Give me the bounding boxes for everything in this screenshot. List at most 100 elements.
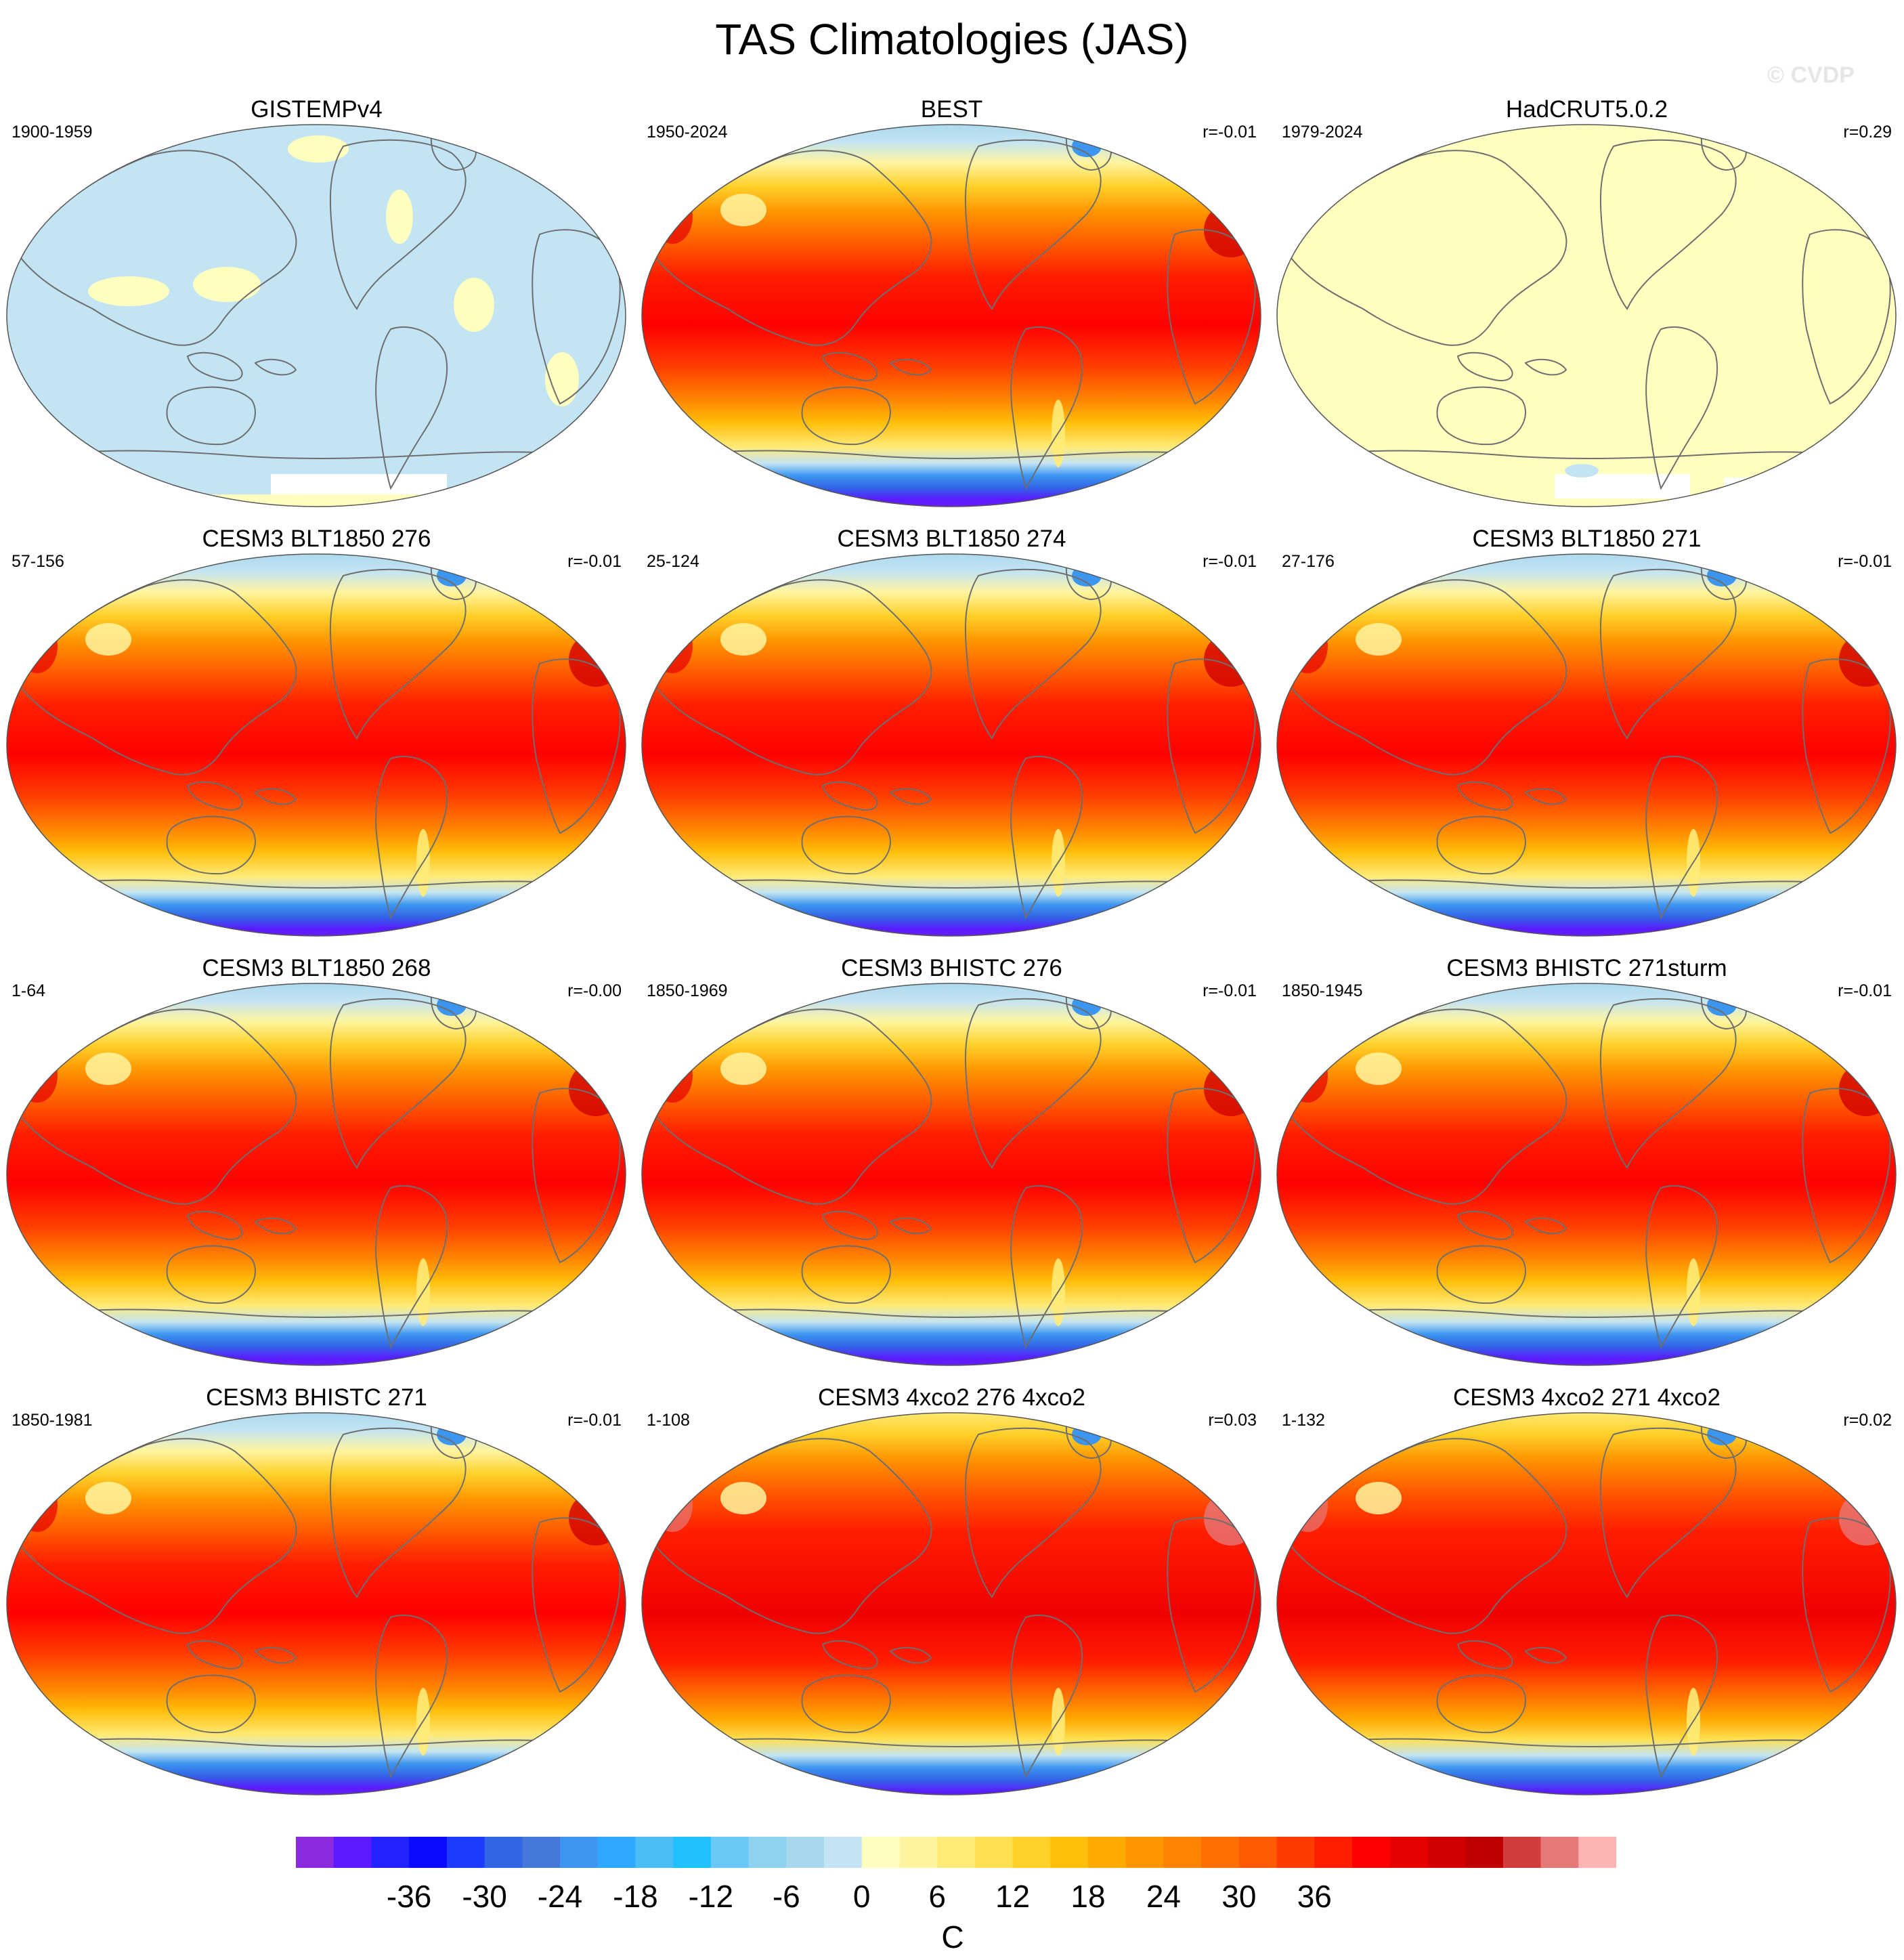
colorbar-box: [1088, 1837, 1127, 1868]
colorbar-tick-label: 18: [1070, 1879, 1106, 1914]
panel-title: CESM3 4xco2 271 4xco2: [1453, 1384, 1721, 1411]
colorbar-tick-label: 12: [995, 1879, 1031, 1914]
panel-period: 25-124: [647, 552, 699, 571]
colorbar-box: [446, 1837, 485, 1868]
colorbar-box: [597, 1837, 636, 1868]
colorbar-box: [1201, 1837, 1240, 1868]
panel-pattern-correlation: r=-0.01: [567, 552, 622, 571]
colorbar-box: [1427, 1837, 1466, 1868]
panel-title: CESM3 BLT1850 268: [202, 955, 431, 981]
panel-pattern-correlation: r=-0.01: [1838, 552, 1892, 571]
colorbar-box: [824, 1837, 863, 1868]
colorbar-box: [333, 1837, 372, 1868]
page-title: TAS Climatologies (JAS): [715, 15, 1189, 64]
map-panel: CESM3 BHISTC 271sturm 1850-1945 r=-0.01: [1270, 954, 1903, 1384]
map-panel: CESM3 BLT1850 274 25-124 r=-0.01: [635, 524, 1268, 955]
panel-pattern-correlation: r=0.02: [1843, 1411, 1892, 1430]
map-plot: [1276, 553, 1897, 937]
colorbar-box: [635, 1837, 674, 1868]
colorbar-tick-label: 36: [1297, 1879, 1332, 1914]
panel-pattern-correlation: r=0.03: [1208, 1411, 1257, 1430]
map-plot: [641, 124, 1261, 507]
colorbar-box: [1352, 1837, 1391, 1868]
colorbar-box: [409, 1837, 448, 1868]
panel-title: CESM3 BHISTC 271: [206, 1384, 427, 1411]
panel-title: BEST: [920, 96, 983, 123]
colorbar-box: [1163, 1837, 1202, 1868]
panel-pattern-correlation: r=-0.00: [567, 981, 622, 1000]
colorbar-box: [484, 1837, 523, 1868]
colorbar-box: [371, 1837, 410, 1868]
map-plot: [1276, 1412, 1897, 1795]
colorbar-box: [1276, 1837, 1315, 1868]
colorbar-box: [974, 1837, 1014, 1868]
colorbar-tick-label: -18: [613, 1879, 658, 1914]
panel-title: CESM3 BLT1850 276: [202, 526, 431, 552]
panel-title: CESM3 BLT1850 271: [1472, 526, 1702, 552]
colorbar-tick-label: -36: [386, 1879, 432, 1914]
map-plot: [6, 124, 626, 507]
colorbar-box: [899, 1837, 938, 1868]
panel-period: 1850-1969: [647, 981, 728, 1000]
colorbar-box: [786, 1837, 825, 1868]
panel-pattern-correlation: r=-0.01: [1203, 981, 1257, 1000]
map-panel: CESM3 BHISTC 276 1850-1969 r=-0.01: [635, 954, 1268, 1384]
colorbar-tick-label: -6: [772, 1879, 800, 1914]
colorbar-tick-label: 6: [928, 1879, 946, 1914]
map-plot: [6, 983, 626, 1366]
map-panel: CESM3 BLT1850 268 1-64 r=-0.00: [0, 954, 633, 1384]
colorbar-box: [1050, 1837, 1089, 1868]
panel-pattern-correlation: r=-0.01: [567, 1411, 622, 1430]
panel-period: 57-156: [12, 552, 64, 571]
panel-period: 1950-2024: [647, 123, 728, 142]
panel-period: 27-176: [1282, 552, 1335, 571]
panel-period: 1979-2024: [1282, 123, 1363, 142]
panel-period: 1850-1945: [1282, 981, 1363, 1000]
colorbar-box: [1238, 1837, 1278, 1868]
panel-title: CESM3 BLT1850 274: [837, 526, 1066, 552]
panel-period: 1-132: [1282, 1411, 1325, 1430]
colorbar-box: [673, 1837, 712, 1868]
colorbar-box: [1125, 1837, 1164, 1868]
colorbar-tick-label: -30: [462, 1879, 507, 1914]
map-panel: CESM3 4xco2 276 4xco2 1-108 r=0.03: [635, 1383, 1268, 1814]
map-panel: BEST 1950-2024 r=-0.01: [635, 95, 1268, 526]
colorbar-box: [861, 1837, 900, 1868]
colorbar-box: [1465, 1837, 1504, 1868]
map-panel: HadCRUT5.0.2 1979-2024 r=0.29: [1270, 95, 1903, 526]
panel-period: 1850-1981: [12, 1411, 93, 1430]
colorbar-box: [1314, 1837, 1353, 1868]
colorbar-box: [522, 1837, 561, 1868]
colorbar-box: [1389, 1837, 1428, 1868]
map-plot: [641, 553, 1261, 937]
colorbar-tick-label: -24: [537, 1879, 583, 1914]
panel-pattern-correlation: r=-0.01: [1203, 552, 1257, 571]
map-panel: CESM3 BLT1850 276 57-156 r=-0.01: [0, 524, 633, 955]
map-plot: [641, 1412, 1261, 1795]
map-panel: CESM3 BHISTC 271 1850-1981 r=-0.01: [0, 1383, 633, 1814]
panel-title: CESM3 4xco2 276 4xco2: [818, 1384, 1085, 1411]
colorbar-tick-label: 0: [852, 1879, 871, 1914]
colorbar-box: [748, 1837, 787, 1868]
colorbar-box: [296, 1837, 334, 1868]
map-panel: CESM3 BLT1850 271 27-176 r=-0.01: [1270, 524, 1903, 955]
colorbar-unit: C: [941, 1919, 964, 1955]
colorbar-box: [560, 1837, 599, 1868]
colorbar: [296, 1837, 1616, 1868]
panel-period: 1-108: [647, 1411, 690, 1430]
map-panel: GISTEMPv4 1900-1959: [0, 95, 633, 526]
map-plot: [1276, 983, 1897, 1366]
colorbar-tick-label: -12: [688, 1879, 734, 1914]
colorbar-tick-label: 30: [1221, 1879, 1257, 1914]
panel-pattern-correlation: r=-0.01: [1203, 123, 1257, 142]
colorbar-box: [1502, 1837, 1542, 1868]
panel-title: CESM3 BHISTC 276: [841, 955, 1062, 981]
colorbar-box: [1578, 1837, 1616, 1868]
map-plot: [1276, 124, 1897, 507]
map-plot: [6, 553, 626, 937]
map-panel: CESM3 4xco2 271 4xco2 1-132 r=0.02: [1270, 1383, 1903, 1814]
colorbar-box: [710, 1837, 750, 1868]
colorbar-box: [1012, 1837, 1051, 1868]
panel-pattern-correlation: r=0.29: [1843, 123, 1892, 142]
panel-title: CESM3 BHISTC 271sturm: [1446, 955, 1727, 981]
